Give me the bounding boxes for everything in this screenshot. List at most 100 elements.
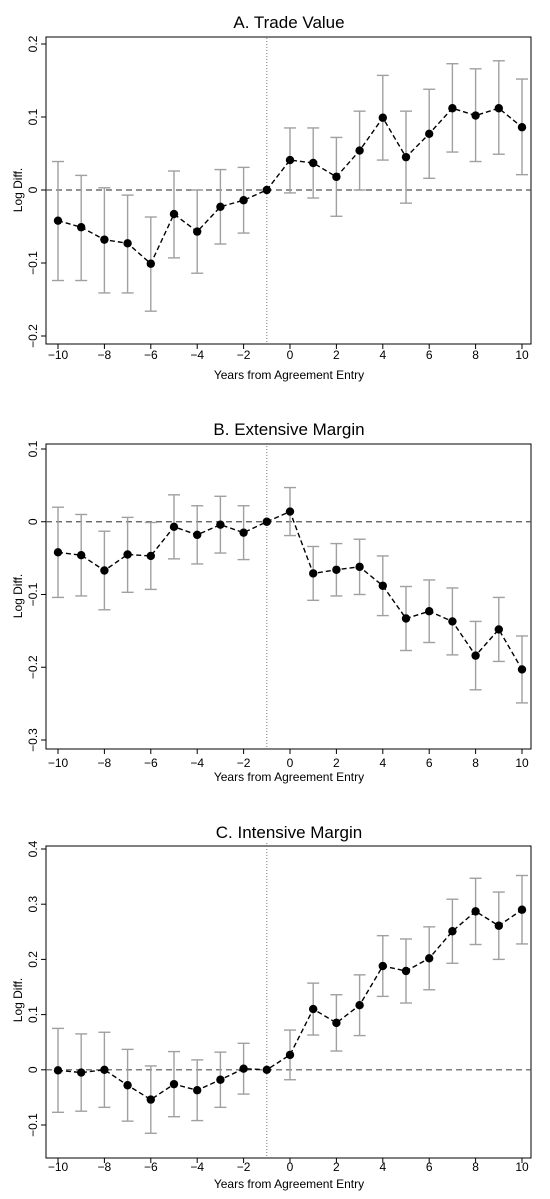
x-tick-label: 10 (515, 1160, 529, 1174)
x-tick-label: −6 (144, 756, 158, 770)
data-point (425, 954, 434, 963)
data-point (401, 614, 411, 623)
x-tick-label: −10 (48, 348, 69, 362)
data-point (100, 1065, 109, 1075)
data-point (77, 223, 86, 232)
data-point (239, 196, 248, 205)
x-tick-label: −2 (237, 348, 251, 362)
x-tick-label: 0 (287, 1160, 294, 1174)
y-tick-label: 0 (26, 1066, 40, 1073)
x-tick-label: 4 (379, 348, 386, 362)
panel-a-trade-value: A. Trade Value Log Diff. Years from Agre… (11, 13, 532, 382)
data-point (494, 104, 503, 113)
data-point (378, 113, 387, 122)
y-tick-label: 0.1 (26, 1006, 40, 1023)
x-tick-label: −10 (48, 756, 69, 770)
data-point (146, 1095, 155, 1104)
data-point (262, 1065, 271, 1075)
data-point (169, 209, 179, 219)
x-tick-label: 6 (426, 348, 433, 362)
data-point (193, 530, 202, 540)
data-point (448, 104, 457, 113)
x-tick-label: −6 (144, 348, 158, 362)
y-tick-label: 0 (26, 518, 40, 525)
data-point (239, 528, 248, 537)
data-point (448, 617, 457, 626)
x-tick-label: 6 (426, 756, 433, 770)
x-axis-title: Years from Agreement Entry (214, 368, 364, 382)
data-point (309, 158, 318, 168)
x-tick-label: −8 (98, 756, 112, 770)
data-point (285, 155, 295, 165)
data-point (193, 1086, 202, 1095)
data-point (378, 581, 387, 590)
data-point (378, 961, 387, 971)
data-point (77, 551, 86, 560)
data-point (77, 1068, 86, 1077)
x-tick-label: 10 (515, 756, 529, 770)
data-point (262, 185, 271, 195)
data-point (448, 927, 457, 936)
data-point (309, 569, 318, 578)
y-axis-title: Log Diff. (11, 978, 25, 1022)
data-point (239, 1064, 248, 1073)
x-tick-label: −8 (98, 348, 112, 362)
x-tick-label: −10 (48, 1160, 69, 1174)
data-point (332, 172, 341, 182)
y-tick-label: −0.1 (26, 251, 40, 275)
data-point (471, 651, 480, 660)
x-tick-label: 0 (287, 756, 294, 770)
x-tick-label: −4 (190, 348, 204, 362)
panel-title: A. Trade Value (233, 13, 344, 32)
y-tick-label: 0.2 (26, 951, 40, 968)
data-point (169, 1079, 179, 1089)
plot-frame (45, 845, 532, 1159)
x-tick-label: 2 (333, 1160, 340, 1174)
data-point (193, 227, 202, 236)
data-point (216, 520, 225, 529)
x-tick-label: −8 (98, 1160, 112, 1174)
data-point (216, 202, 225, 211)
series-line (57, 107, 523, 265)
data-point (401, 966, 411, 976)
data-point (285, 507, 295, 516)
data-point (332, 565, 341, 574)
data-point (216, 1075, 225, 1084)
x-tick-label: −6 (144, 1160, 158, 1174)
panel-b-extensive-margin: B. Extensive Margin Log Diff. Years from… (11, 420, 532, 784)
x-tick-label: 4 (379, 756, 386, 770)
y-tick-label: −0.3 (26, 728, 40, 752)
y-tick-label: −0.1 (26, 1113, 40, 1137)
y-tick-label: 0.2 (26, 35, 40, 52)
x-tick-label: 4 (379, 1160, 386, 1174)
x-tick-label: 8 (472, 756, 479, 770)
data-point (146, 551, 155, 561)
y-tick-label: −0.1 (26, 582, 40, 606)
data-point (355, 562, 364, 572)
panel-title: B. Extensive Margin (213, 420, 364, 439)
data-point (425, 607, 434, 616)
data-point (123, 550, 132, 559)
data-point (425, 129, 434, 138)
data-point (401, 152, 411, 162)
x-tick-label: 10 (515, 348, 529, 362)
data-point (471, 907, 480, 916)
y-tick-label: 0.4 (26, 840, 40, 857)
data-point (285, 1050, 295, 1060)
plot-frame (45, 443, 532, 750)
x-axis-title: Years from Agreement Entry (214, 1177, 364, 1191)
x-tick-label: 8 (472, 348, 479, 362)
data-point (262, 517, 271, 526)
series-line (57, 909, 523, 1101)
data-point (169, 522, 179, 532)
data-point (309, 1004, 318, 1014)
data-point (332, 1018, 341, 1028)
y-tick-label: −0.2 (26, 324, 40, 348)
x-tick-label: −4 (190, 756, 204, 770)
y-axis-title: Log Diff. (11, 168, 25, 212)
data-point (517, 665, 527, 674)
data-point (355, 1001, 364, 1010)
x-tick-label: 8 (472, 1160, 479, 1174)
panel-c-intensive-margin: C. Intensive Margin Log Diff. Years from… (11, 823, 532, 1191)
x-tick-label: 2 (333, 348, 340, 362)
